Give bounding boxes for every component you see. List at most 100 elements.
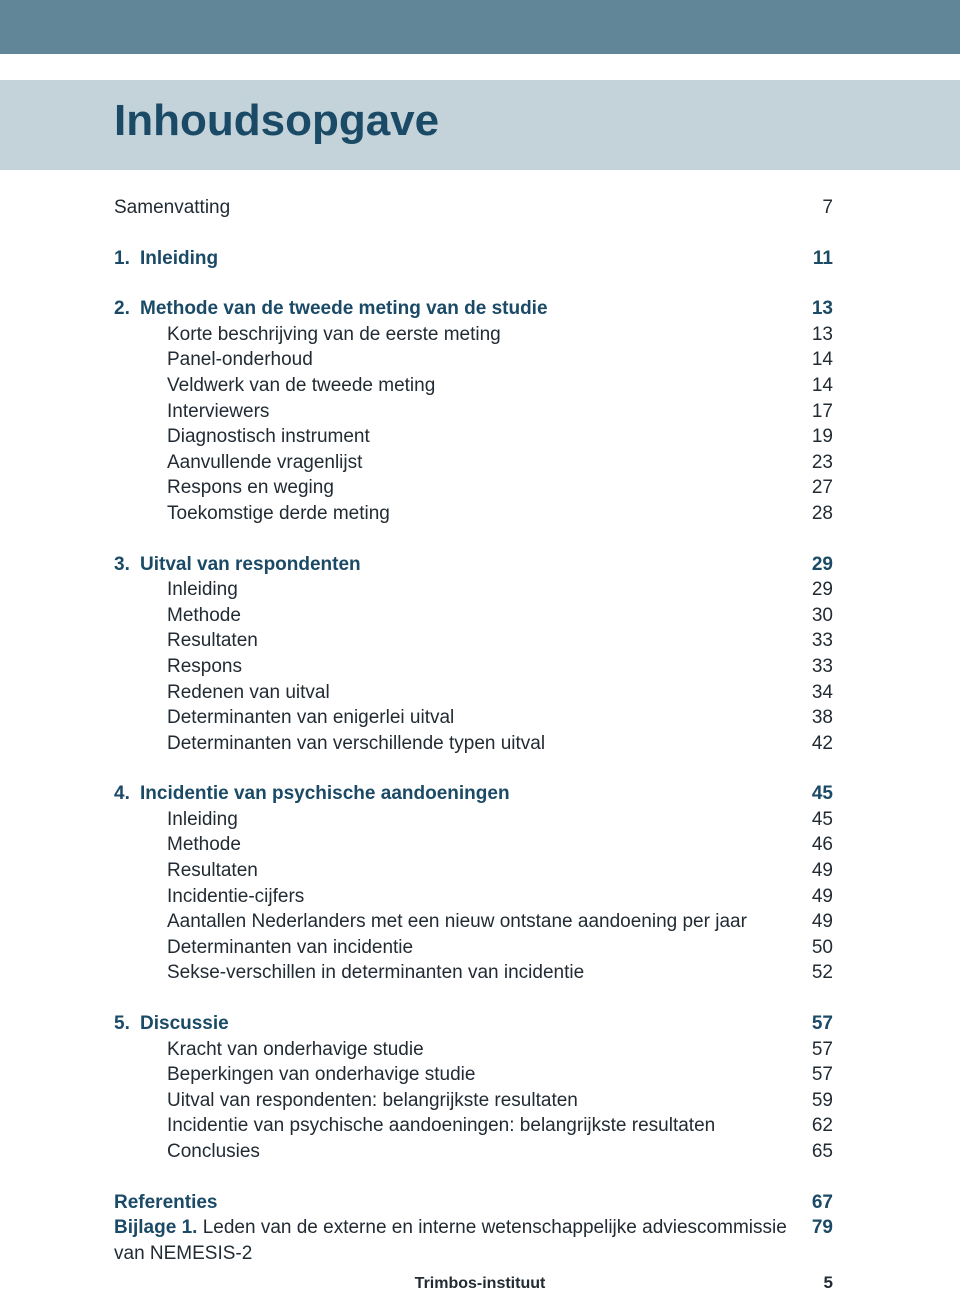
toc-page: 49 <box>793 909 833 935</box>
toc-ch3-items: Inleiding 29 Methode 30 Resultaten 33 Re… <box>114 577 833 756</box>
toc-page: 49 <box>793 884 833 910</box>
toc-label: Sekse-verschillen in determinanten van i… <box>167 960 793 986</box>
toc-subitem: Toekomstige derde meting 28 <box>114 501 833 527</box>
toc-subitem: Resultaten 33 <box>114 628 833 654</box>
toc-subitem: Respons 33 <box>114 654 833 680</box>
toc-page: 11 <box>793 246 833 272</box>
toc-page: 19 <box>793 424 833 450</box>
toc-label: Inleiding <box>167 577 793 603</box>
toc-page: 45 <box>793 781 833 807</box>
toc-page: 49 <box>793 858 833 884</box>
toc-page: 13 <box>793 296 833 322</box>
toc-label: Veldwerk van de tweede meting <box>167 373 793 399</box>
toc-page: 50 <box>793 935 833 961</box>
toc-ch5-items: Kracht van onderhavige studie 57 Beperki… <box>114 1037 833 1165</box>
toc-subitem: Diagnostisch instrument 19 <box>114 424 833 450</box>
toc-page: 38 <box>793 705 833 731</box>
toc-page: 28 <box>793 501 833 527</box>
toc-ch2: 2.Methode van de tweede meting van de st… <box>114 296 833 322</box>
gap-band <box>0 54 960 80</box>
toc-page: 34 <box>793 680 833 706</box>
toc-page: 17 <box>793 399 833 425</box>
toc-page: 23 <box>793 450 833 476</box>
toc-subitem: Inleiding 45 <box>114 807 833 833</box>
toc-label: Incidentie van psychische aandoeningen: … <box>167 1113 793 1139</box>
toc-subitem: Interviewers 17 <box>114 399 833 425</box>
toc-page: 57 <box>793 1011 833 1037</box>
toc-label: Aanvullende vragenlijst <box>167 450 793 476</box>
toc-ch2-items: Korte beschrijving van de eerste meting … <box>114 322 833 527</box>
toc-label: Resultaten <box>167 858 793 884</box>
toc-subitem: Kracht van onderhavige studie 57 <box>114 1037 833 1063</box>
toc-subitem: Aantallen Nederlanders met een nieuw ont… <box>114 909 833 935</box>
toc-page: 45 <box>793 807 833 833</box>
toc-page: 57 <box>793 1037 833 1063</box>
toc-subitem: Resultaten 49 <box>114 858 833 884</box>
toc-page: 46 <box>793 832 833 858</box>
toc-subitem: Korte beschrijving van de eerste meting … <box>114 322 833 348</box>
toc-subitem: Redenen van uitval 34 <box>114 680 833 706</box>
toc-page: 7 <box>793 195 833 221</box>
toc-label: Respons en weging <box>167 475 793 501</box>
footer-center: Trimbos-instituut <box>0 1275 960 1293</box>
toc-subitem: Inleiding 29 <box>114 577 833 603</box>
top-band <box>0 0 960 54</box>
toc-label: 5.Discussie <box>114 1011 793 1037</box>
toc-ch3: 3.Uitval van respondenten 29 <box>114 552 833 578</box>
toc-page: 30 <box>793 603 833 629</box>
toc-page: 33 <box>793 628 833 654</box>
toc-referenties: Referenties 67 <box>114 1190 833 1216</box>
toc-subitem: Veldwerk van de tweede meting 14 <box>114 373 833 399</box>
toc-page: 14 <box>793 373 833 399</box>
toc-label: Conclusies <box>167 1139 793 1165</box>
toc-label: Redenen van uitval <box>167 680 793 706</box>
toc-subitem: Incidentie-cijfers 49 <box>114 884 833 910</box>
toc-label: Samenvatting <box>114 195 793 221</box>
toc-label: Bijlage 1. Leden van de externe en inter… <box>114 1215 793 1266</box>
toc-ch4-items: Inleiding 45 Methode 46 Resultaten 49 In… <box>114 807 833 986</box>
toc-subitem: Methode 30 <box>114 603 833 629</box>
toc-label: 2.Methode van de tweede meting van de st… <box>114 296 793 322</box>
toc-page: 29 <box>793 577 833 603</box>
toc-page: 65 <box>793 1139 833 1165</box>
toc-label: Kracht van onderhavige studie <box>167 1037 793 1063</box>
toc-content: Samenvatting 7 1.Inleiding 11 2.Methode … <box>114 195 833 1266</box>
toc-subitem: Determinanten van verschillende typen ui… <box>114 731 833 757</box>
toc-ch4: 4.Incidentie van psychische aandoeningen… <box>114 781 833 807</box>
toc-page: 79 <box>793 1215 833 1241</box>
toc-subitem: Determinanten van enigerlei uitval 38 <box>114 705 833 731</box>
toc-label: Panel-onderhoud <box>167 347 793 373</box>
toc-label: Toekomstige derde meting <box>167 501 793 527</box>
toc-subitem: Determinanten van incidentie 50 <box>114 935 833 961</box>
toc-label: Aantallen Nederlanders met een nieuw ont… <box>167 909 793 935</box>
footer-page-number: 5 <box>824 1273 833 1293</box>
toc-label: Determinanten van enigerlei uitval <box>167 705 793 731</box>
toc-page: 52 <box>793 960 833 986</box>
toc-label: Diagnostisch instrument <box>167 424 793 450</box>
toc-label: Referenties <box>114 1190 793 1216</box>
toc-label: Beperkingen van onderhavige studie <box>167 1062 793 1088</box>
toc-label: Methode <box>167 832 793 858</box>
toc-subitem: Respons en weging 27 <box>114 475 833 501</box>
toc-label: Interviewers <box>167 399 793 425</box>
toc-page: 62 <box>793 1113 833 1139</box>
toc-subitem: Uitval van respondenten: belangrijkste r… <box>114 1088 833 1114</box>
toc-page: 59 <box>793 1088 833 1114</box>
toc-page: 42 <box>793 731 833 757</box>
toc-subitem: Panel-onderhoud 14 <box>114 347 833 373</box>
toc-label: Korte beschrijving van de eerste meting <box>167 322 793 348</box>
toc-label: Respons <box>167 654 793 680</box>
toc-subitem: Beperkingen van onderhavige studie 57 <box>114 1062 833 1088</box>
toc-label: Incidentie-cijfers <box>167 884 793 910</box>
toc-page: 13 <box>793 322 833 348</box>
toc-subitem: Methode 46 <box>114 832 833 858</box>
page-title: Inhoudsopgave <box>114 96 439 146</box>
toc-label: Determinanten van incidentie <box>167 935 793 961</box>
toc-label: 4.Incidentie van psychische aandoeningen <box>114 781 793 807</box>
toc-label: Determinanten van verschillende typen ui… <box>167 731 793 757</box>
toc-subitem: Aanvullende vragenlijst 23 <box>114 450 833 476</box>
toc-page: 57 <box>793 1062 833 1088</box>
toc-label: Methode <box>167 603 793 629</box>
toc-page: 27 <box>793 475 833 501</box>
toc-label: 1.Inleiding <box>114 246 793 272</box>
